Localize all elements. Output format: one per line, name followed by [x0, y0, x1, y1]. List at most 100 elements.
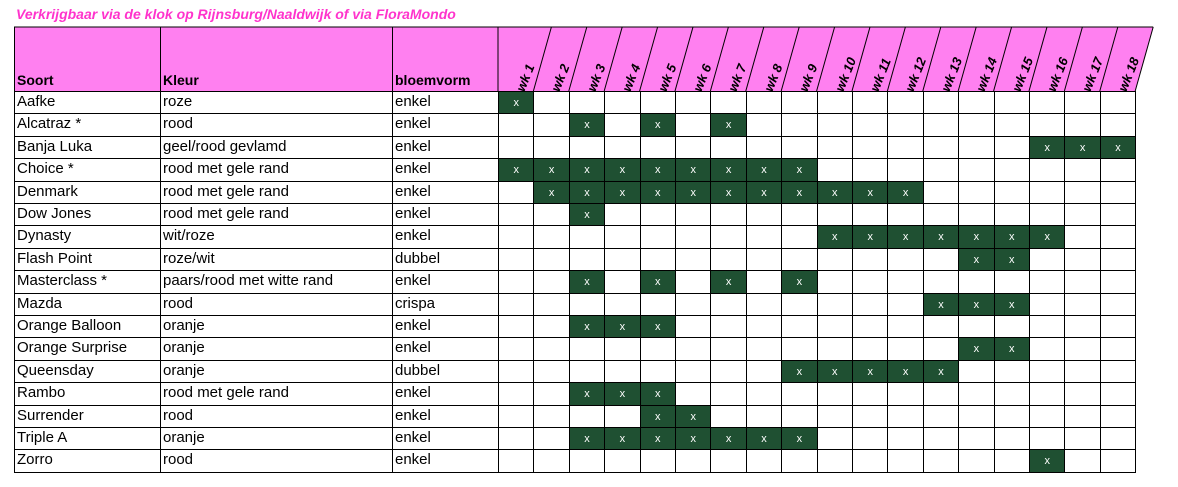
availability-mark: x	[816, 180, 853, 204]
cell-soort: Queensday	[17, 361, 94, 379]
week-header-divider	[1099, 26, 1119, 92]
row-divider	[14, 247, 1137, 249]
cell-soort: Alcatraz *	[17, 115, 82, 133]
cell-kleur: rood met gele rand	[163, 384, 289, 402]
availability-mark: x	[993, 225, 1030, 249]
cell-kleur: rood	[163, 451, 194, 469]
week-column-divider	[816, 91, 818, 473]
availability-mark: x	[781, 270, 818, 294]
row-divider	[14, 427, 1137, 428]
week-column-divider	[498, 91, 499, 473]
week-header-divider	[603, 26, 623, 92]
cell-bloemvorm: enkel	[395, 160, 431, 178]
week-header-divider	[922, 26, 942, 92]
cell-bloemvorm: enkel	[395, 384, 431, 402]
cell-kleur: oranje	[163, 317, 205, 334]
cell-bloemvorm: enkel	[395, 429, 431, 446]
cell-kleur: geel/rood gevlamd	[163, 137, 287, 155]
availability-mark: x	[1029, 449, 1066, 473]
availability-mark: x	[1099, 135, 1137, 160]
availability-mark: x	[993, 247, 1030, 272]
availability-mark: x	[675, 180, 712, 204]
row-divider	[14, 292, 1137, 294]
cell-bloemvorm: dubbel	[395, 249, 441, 267]
week-header-divider	[639, 26, 659, 92]
availability-mark: x	[533, 158, 570, 182]
week-header-divider	[709, 26, 729, 92]
week-header-divider	[851, 26, 871, 92]
availability-mark: x	[781, 158, 818, 182]
availability-mark: x	[710, 270, 747, 294]
availability-mark: x	[604, 315, 641, 339]
cell-kleur: rood met gele rand	[163, 205, 289, 222]
page-title: Verkrijgbaar via de klok op Rijnsburg/Na…	[16, 6, 456, 22]
cell-soort: Dynasty	[17, 227, 72, 245]
availability-mark: x	[639, 404, 676, 428]
cell-bloemvorm: enkel	[395, 272, 431, 290]
cell-kleur: rood	[163, 406, 194, 424]
availability-mark: x	[781, 180, 818, 204]
availability-mark: x	[604, 382, 641, 406]
availability-mark: x	[639, 427, 676, 451]
availability-mark: x	[745, 427, 783, 451]
availability-mark: x	[710, 158, 747, 182]
availability-mark: x	[568, 113, 606, 137]
availability-mark: x	[781, 359, 818, 384]
availability-mark: x	[993, 292, 1030, 316]
cell-kleur: rood met gele rand	[163, 182, 289, 200]
availability-mark: x	[852, 359, 889, 384]
availability-mark: x	[710, 427, 747, 451]
cell-bloemvorm: enkel	[395, 115, 431, 133]
cell-kleur: oranje	[163, 339, 205, 357]
week-header-divider	[993, 26, 1013, 92]
availability-mark: x	[922, 359, 960, 384]
week-column-divider	[1064, 91, 1066, 473]
cell-bloemvorm: enkel	[395, 205, 431, 222]
cell-soort: Masterclass *	[17, 272, 108, 290]
row-divider	[14, 270, 1137, 272]
availability-mark: x	[816, 359, 853, 384]
column-header-soort: Soort	[17, 72, 54, 88]
availability-mark: x	[816, 225, 853, 249]
cell-bloemvorm: enkel	[395, 317, 431, 334]
cell-soort: Zorro	[17, 451, 53, 469]
row-divider	[14, 471, 1137, 473]
cell-bloemvorm: enkel	[395, 451, 431, 469]
week-header-divider	[568, 26, 588, 92]
week-column-divider	[675, 91, 676, 473]
week-header-divider	[886, 26, 906, 92]
row-divider	[14, 315, 1137, 316]
availability-mark: x	[710, 113, 747, 137]
cell-soort: Surrender	[17, 406, 84, 424]
week-header-divider	[957, 26, 977, 92]
availability-mark: x	[993, 337, 1030, 361]
availability-mark: x	[498, 158, 535, 182]
cell-soort: Orange Surprise	[17, 339, 128, 357]
availability-mark: x	[568, 315, 606, 339]
availability-mark: x	[604, 427, 641, 451]
column-divider	[160, 27, 161, 473]
header-background	[14, 27, 498, 91]
week-column-divider	[852, 91, 853, 473]
availability-mark: x	[604, 158, 641, 182]
cell-kleur: rood	[163, 294, 194, 312]
week-column-divider	[1099, 91, 1101, 473]
week-column-divider	[958, 91, 960, 473]
cell-kleur: paars/rood met witte rand	[163, 272, 334, 290]
availability-mark: x	[639, 158, 676, 182]
row-divider	[14, 203, 1137, 204]
cell-kleur: rood met gele rand	[163, 160, 289, 178]
availability-mark: x	[639, 180, 676, 204]
availability-mark: x	[922, 292, 960, 316]
row-divider	[14, 404, 1137, 406]
availability-mark: x	[498, 91, 535, 115]
cell-kleur: rood	[163, 115, 194, 133]
availability-mark: x	[781, 427, 818, 451]
week-header-divider	[674, 26, 694, 92]
week-column-divider	[568, 91, 570, 473]
row-divider	[14, 91, 1137, 92]
availability-mark: x	[568, 203, 606, 227]
week-column-divider	[781, 91, 783, 473]
availability-mark: x	[958, 247, 995, 272]
